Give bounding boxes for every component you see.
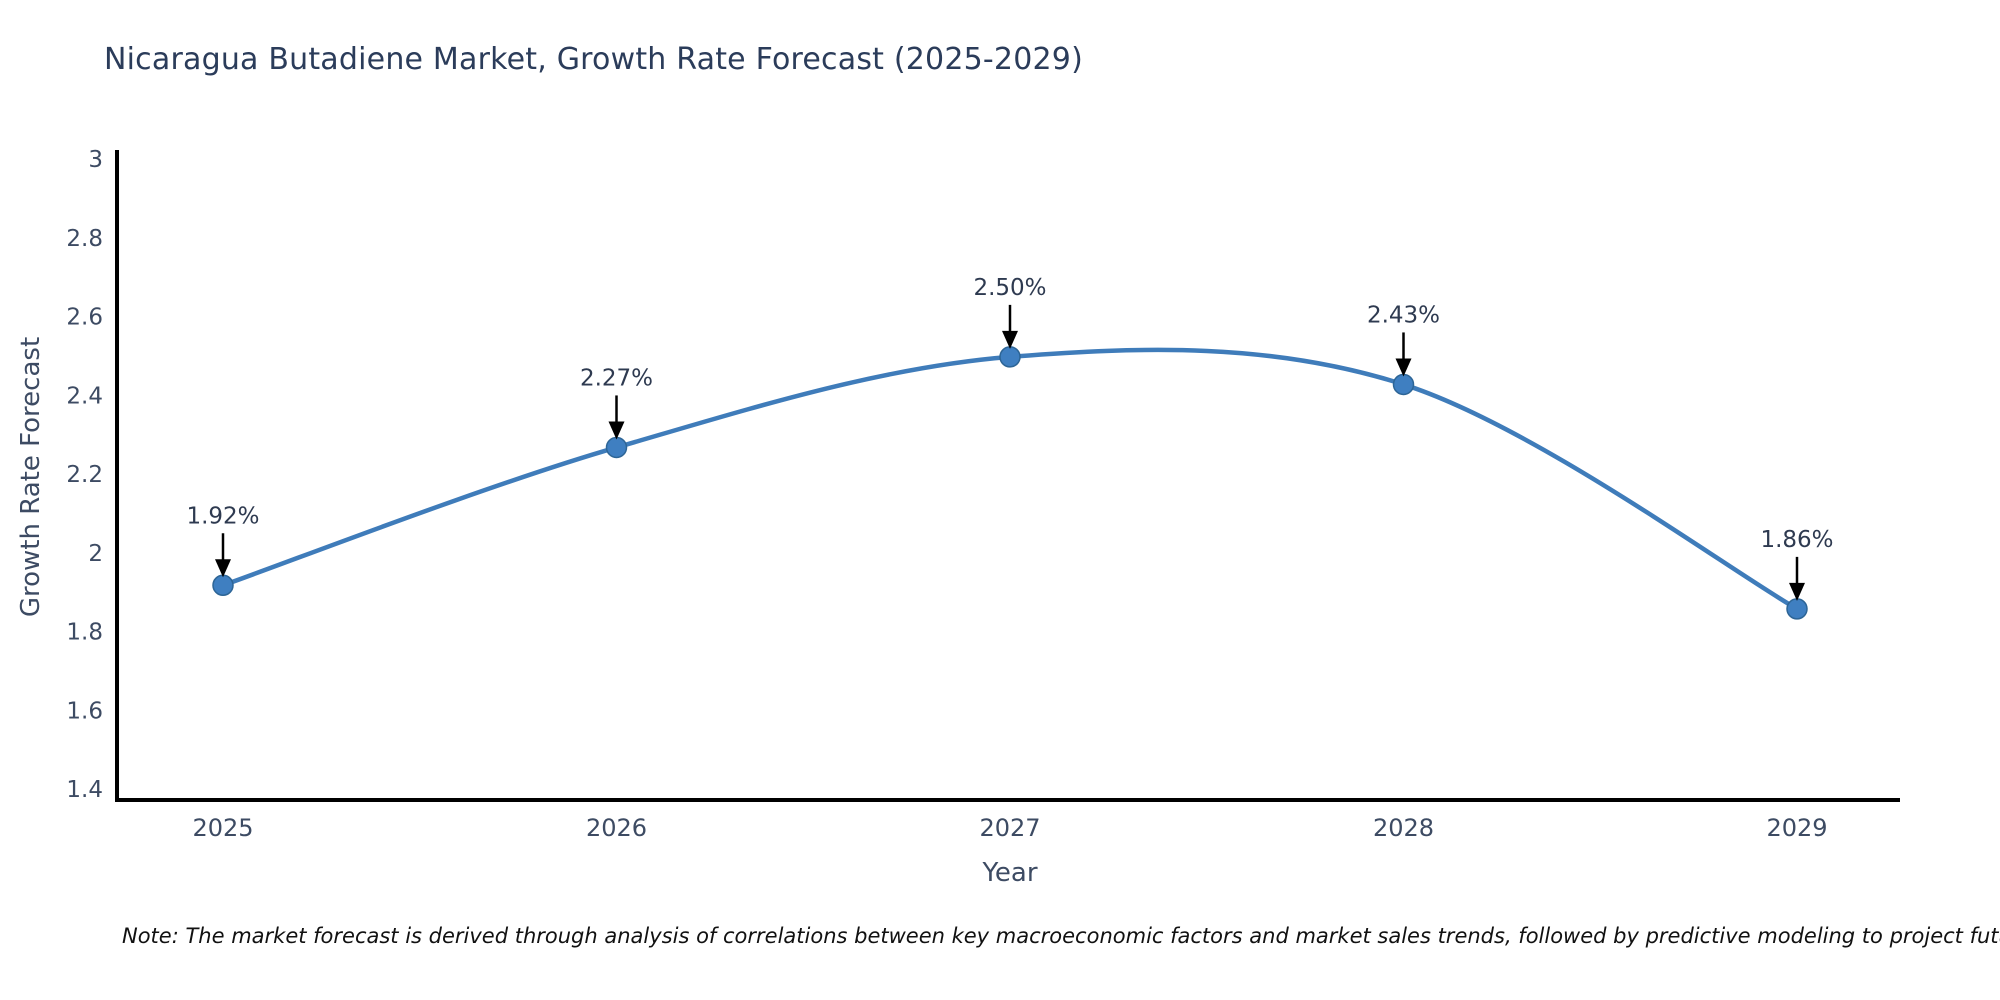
data-point-label: 2.27% — [580, 365, 653, 391]
y-tick-label: 3 — [88, 147, 103, 173]
x-tick-label: 2025 — [192, 814, 253, 842]
data-point-label: 2.50% — [973, 275, 1046, 301]
y-tick-label: 1.6 — [66, 698, 103, 724]
annotation-arrowhead — [1395, 358, 1412, 377]
series-line — [220, 347, 1800, 612]
x-tick-label: 2028 — [1373, 814, 1434, 842]
data-point-label: 2.43% — [1367, 302, 1440, 328]
annotation-arrowhead — [1789, 582, 1805, 601]
x-tick-label: 2027 — [979, 814, 1040, 842]
annotation-arrowhead — [608, 421, 625, 440]
data-point-marker — [605, 436, 628, 459]
footnote: Note: The market forecast is derived thr… — [122, 924, 2000, 948]
y-tick-label: 2.8 — [66, 226, 103, 252]
y-tick-label: 2.4 — [66, 383, 103, 409]
data-point-marker — [999, 346, 1021, 368]
data-point-label: 1.92% — [186, 503, 259, 529]
y-tick-label: 2.6 — [66, 305, 103, 331]
x-tick-label: 2029 — [1766, 814, 1827, 842]
data-point-label: 1.86% — [1760, 527, 1833, 553]
annotation-arrowhead — [1002, 330, 1018, 349]
data-point-marker — [1786, 598, 1808, 620]
data-point-marker — [1392, 373, 1415, 396]
y-tick-label: 2.2 — [66, 462, 103, 488]
annotation-arrowhead — [215, 559, 231, 578]
y-tick-label: 2 — [88, 541, 103, 567]
x-axis-title: Year — [982, 858, 1038, 888]
y-tick-label: 1.8 — [66, 620, 103, 646]
x-tick-label: 2026 — [586, 814, 647, 842]
y-axis-title: Growth Rate Forecast — [16, 336, 46, 618]
chart-title: Nicaragua Butadiene Market, Growth Rate … — [104, 42, 1083, 77]
data-point-marker — [212, 574, 234, 596]
y-tick-label: 1.4 — [66, 777, 103, 803]
